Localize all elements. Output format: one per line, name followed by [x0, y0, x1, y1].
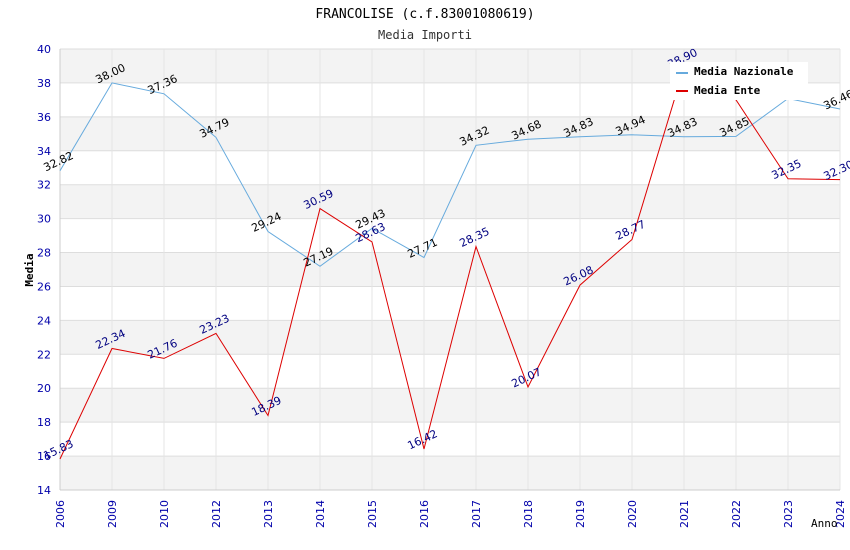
x-tick-label: 2006	[54, 500, 67, 528]
y-tick-label: 36	[37, 111, 51, 124]
chart-title: FRANCOLISE (c.f.83001080619)	[315, 7, 534, 22]
chart-subtitle: Media Importi	[378, 28, 472, 42]
x-tick-label: 2017	[470, 500, 483, 528]
x-tick-labels: 2006 2009 2010 2012 2013 2014 2015 2016 2017 2018…	[54, 500, 847, 528]
x-tick-label: 2022	[730, 500, 743, 528]
data-label: 16.42	[405, 427, 439, 452]
y-tick-label: 22	[37, 348, 51, 361]
grid-band	[60, 388, 840, 423]
y-tick-label: 14	[37, 484, 51, 497]
y-tick-label: 28	[37, 247, 51, 260]
series-line-media-nazionale	[59, 82, 841, 267]
x-tick-label: 2024	[834, 500, 847, 528]
legend-label-media-nazionale: Media Nazionale	[694, 65, 794, 78]
y-tick-label: 34	[37, 145, 51, 158]
legend-background	[670, 62, 808, 100]
x-tick-label: 2014	[314, 500, 327, 528]
grid-bands	[60, 49, 840, 490]
y-tick-labels: 14 16 18 20 22 24 26 28 30 32 34 36 38 40	[37, 43, 51, 497]
data-label: 28.77	[613, 218, 647, 243]
grid-band	[60, 456, 840, 490]
y-tick-label: 18	[37, 416, 51, 429]
legend-label-media-ente: Media Ente	[694, 84, 761, 97]
y-axis-label: Media	[23, 253, 36, 286]
y-tick-label: 26	[37, 280, 51, 293]
y-tick-label: 38	[37, 77, 51, 90]
x-axis-label: Anno	[811, 517, 838, 530]
y-tick-label: 20	[37, 382, 51, 395]
x-tick-label: 2021	[678, 500, 691, 528]
x-tick-label: 2009	[106, 500, 119, 528]
y-tick-label: 16	[37, 450, 51, 463]
grid-band	[60, 116, 840, 151]
y-tick-label: 32	[37, 179, 51, 192]
y-tick-label: 40	[37, 43, 51, 56]
x-tick-label: 2016	[418, 500, 431, 528]
x-tick-label: 2020	[626, 500, 639, 528]
x-tick-label: 2018	[522, 500, 535, 528]
data-label: 36.46	[821, 87, 850, 112]
x-tick-label: 2019	[574, 500, 587, 528]
x-tick-label: 2013	[262, 500, 275, 528]
x-tick-label: 2010	[158, 500, 171, 528]
x-tick-label: 2015	[366, 500, 379, 528]
legend: Media Nazionale Media Ente	[670, 62, 808, 100]
y-tick-label: 30	[37, 213, 51, 226]
data-label: 28.35	[457, 225, 491, 250]
data-label: 32.35	[769, 157, 803, 182]
x-tick-label: 2023	[782, 500, 795, 528]
grid-band	[60, 252, 840, 287]
x-tick-label: 2012	[210, 500, 223, 528]
y-tick-label: 24	[37, 314, 51, 327]
data-label: 20.07	[509, 365, 543, 390]
